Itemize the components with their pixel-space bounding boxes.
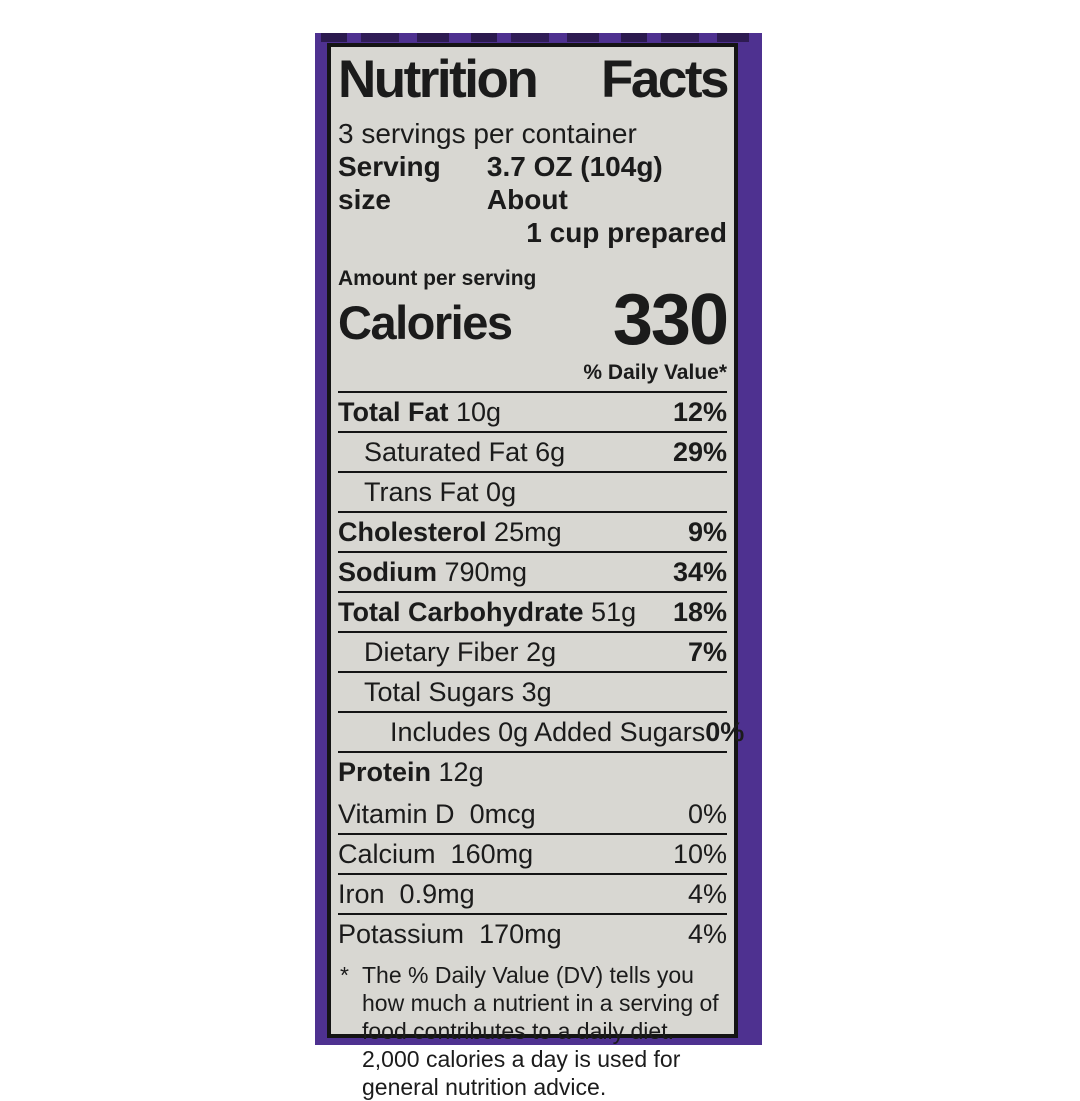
panel-title-word-left: Nutrition	[338, 50, 539, 109]
daily-value-header: % Daily Value*	[583, 361, 727, 385]
nutrient-dv: 9%	[687, 517, 727, 548]
nutrient-row-total-sugars: Total Sugars 3g	[338, 671, 727, 711]
footnote-text: The % Daily Value (DV) tells you how muc…	[362, 962, 719, 1101]
nutrient-amount: 3g	[521, 677, 552, 708]
vitamin-name: Iron	[338, 879, 385, 910]
vitamin-name: Vitamin D	[338, 799, 455, 830]
vitamin-amount: 0mcg	[469, 799, 536, 830]
nutrient-name: Saturated Fat	[364, 437, 528, 468]
nutrient-amount: 0g	[486, 477, 517, 508]
nutrient-row-dietary-fiber: Dietary Fiber 2g 7%	[338, 631, 727, 671]
vitamin-row-calcium: Calcium 160mg 10%	[338, 833, 727, 873]
vitamin-dv: 10%	[672, 839, 727, 870]
nutrient-amount: 790mg	[444, 557, 528, 588]
nutrient-name: Includes 0g Added Sugars	[390, 717, 706, 748]
vitamin-name: Potassium	[338, 919, 465, 950]
nutrient-amount: 2g	[526, 637, 557, 668]
nutrient-name: Dietary Fiber	[364, 637, 519, 668]
calories-row: Calories 330	[338, 280, 729, 361]
vitamin-dv: 4%	[687, 919, 727, 950]
vitamin-amount: 160mg	[450, 839, 534, 870]
vitamin-name: Calcium	[338, 839, 436, 870]
daily-value-footnote: * The % Daily Value (DV) tells you how m…	[340, 961, 725, 1101]
nutrient-amount: 12g	[438, 757, 484, 788]
panel-title-word-right: Facts	[601, 50, 729, 109]
nutrient-name: Total Carbohydrate	[338, 597, 584, 628]
nutrient-dv: 34%	[672, 557, 727, 588]
vitamin-dv: 4%	[687, 879, 727, 910]
vitamin-row-potassium: Potassium 170mg 4%	[338, 913, 727, 953]
nutrient-name: Protein	[338, 757, 432, 788]
nutrient-row-cholesterol: Cholesterol 25mg 9%	[338, 511, 727, 551]
nutrient-row-protein: Protein 12g	[338, 751, 727, 791]
nutrient-dv: 0%	[705, 717, 745, 748]
nutrient-name: Total Sugars	[364, 677, 515, 708]
nutrient-row-total-fat: Total Fat 10g 12%	[338, 391, 727, 431]
nutrient-row-sodium: Sodium 790mg 34%	[338, 551, 727, 591]
nutrient-dv: 12%	[672, 397, 727, 428]
vitamin-amount: 170mg	[479, 919, 562, 950]
product-package: Nutrition Facts 3 servings per container…	[315, 33, 762, 1100]
nutrient-row-saturated-fat: Saturated Fat 6g 29%	[338, 431, 727, 471]
serving-size-label: Serving size	[338, 151, 441, 216]
nutrient-amount: 25mg	[494, 517, 562, 548]
servings-per-container: 3 servings per container	[338, 118, 637, 150]
calories-value: 330	[612, 280, 729, 361]
nutrient-dv: 7%	[687, 637, 727, 668]
nutrient-name: Sodium	[338, 557, 437, 588]
serving-size-value-line2: 1 cup prepared	[526, 217, 727, 249]
vitamin-row-vitamin-d: Vitamin D 0mcg 0%	[338, 795, 727, 833]
nutrient-row-added-sugars: Includes 0g Added Sugars 0%	[338, 711, 744, 751]
panel-title: Nutrition Facts	[338, 50, 729, 109]
nutrition-facts-panel: Nutrition Facts 3 servings per container…	[327, 43, 744, 1100]
nutrient-row-trans-fat: Trans Fat 0g	[338, 471, 727, 511]
nutrient-amount: 10g	[456, 397, 502, 428]
footnote-asterisk: *	[340, 962, 349, 989]
package-top-print	[321, 33, 756, 42]
calories-label: Calories	[338, 296, 513, 350]
nutrient-name: Trans Fat	[364, 477, 479, 508]
serving-size-value-line1: 3.7 OZ (104g) About	[486, 151, 663, 216]
serving-size-row: Serving size 3.7 OZ (104g) About	[338, 150, 727, 216]
nutrient-row-total-carbohydrate: Total Carbohydrate 51g 18%	[338, 591, 727, 631]
nutrient-amount: 51g	[591, 597, 637, 628]
amount-per-serving-label: Amount per serving	[338, 267, 537, 291]
nutrient-amount: 6g	[535, 437, 566, 468]
nutrient-name: Cholesterol	[338, 517, 487, 548]
nutrient-name: Total Fat	[338, 397, 449, 428]
vitamin-amount: 0.9mg	[399, 879, 475, 910]
nutrient-dv: 18%	[672, 597, 727, 628]
vitamin-row-iron: Iron 0.9mg 4%	[338, 873, 727, 913]
vitamin-dv: 0%	[687, 799, 727, 830]
nutrient-dv: 29%	[672, 437, 727, 468]
